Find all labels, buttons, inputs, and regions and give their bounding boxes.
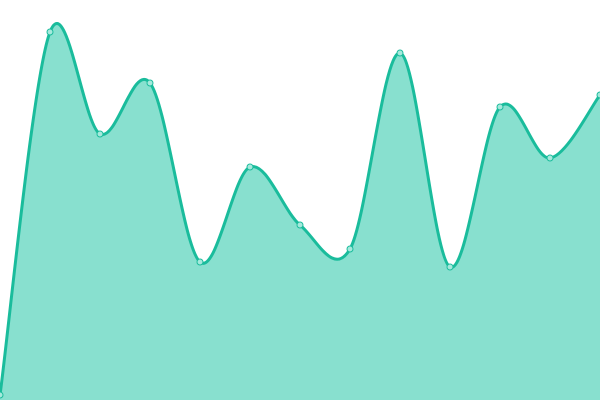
- series-line: [0, 21, 600, 396]
- data-point-12: [596, 91, 600, 99]
- data-point-3: [146, 79, 154, 87]
- data-point-1: [46, 28, 54, 36]
- data-point-8: [396, 49, 404, 57]
- data-points: [0, 28, 600, 399]
- data-point-4: [196, 258, 204, 266]
- area-fill: [0, 23, 600, 400]
- data-point-10: [496, 103, 504, 111]
- data-point-2: [96, 130, 104, 138]
- data-point-9: [446, 263, 454, 271]
- data-point-5: [246, 163, 254, 171]
- data-point-0: [0, 391, 4, 399]
- data-point-7: [346, 245, 354, 253]
- data-point-11: [546, 154, 554, 162]
- data-point-6: [296, 221, 304, 229]
